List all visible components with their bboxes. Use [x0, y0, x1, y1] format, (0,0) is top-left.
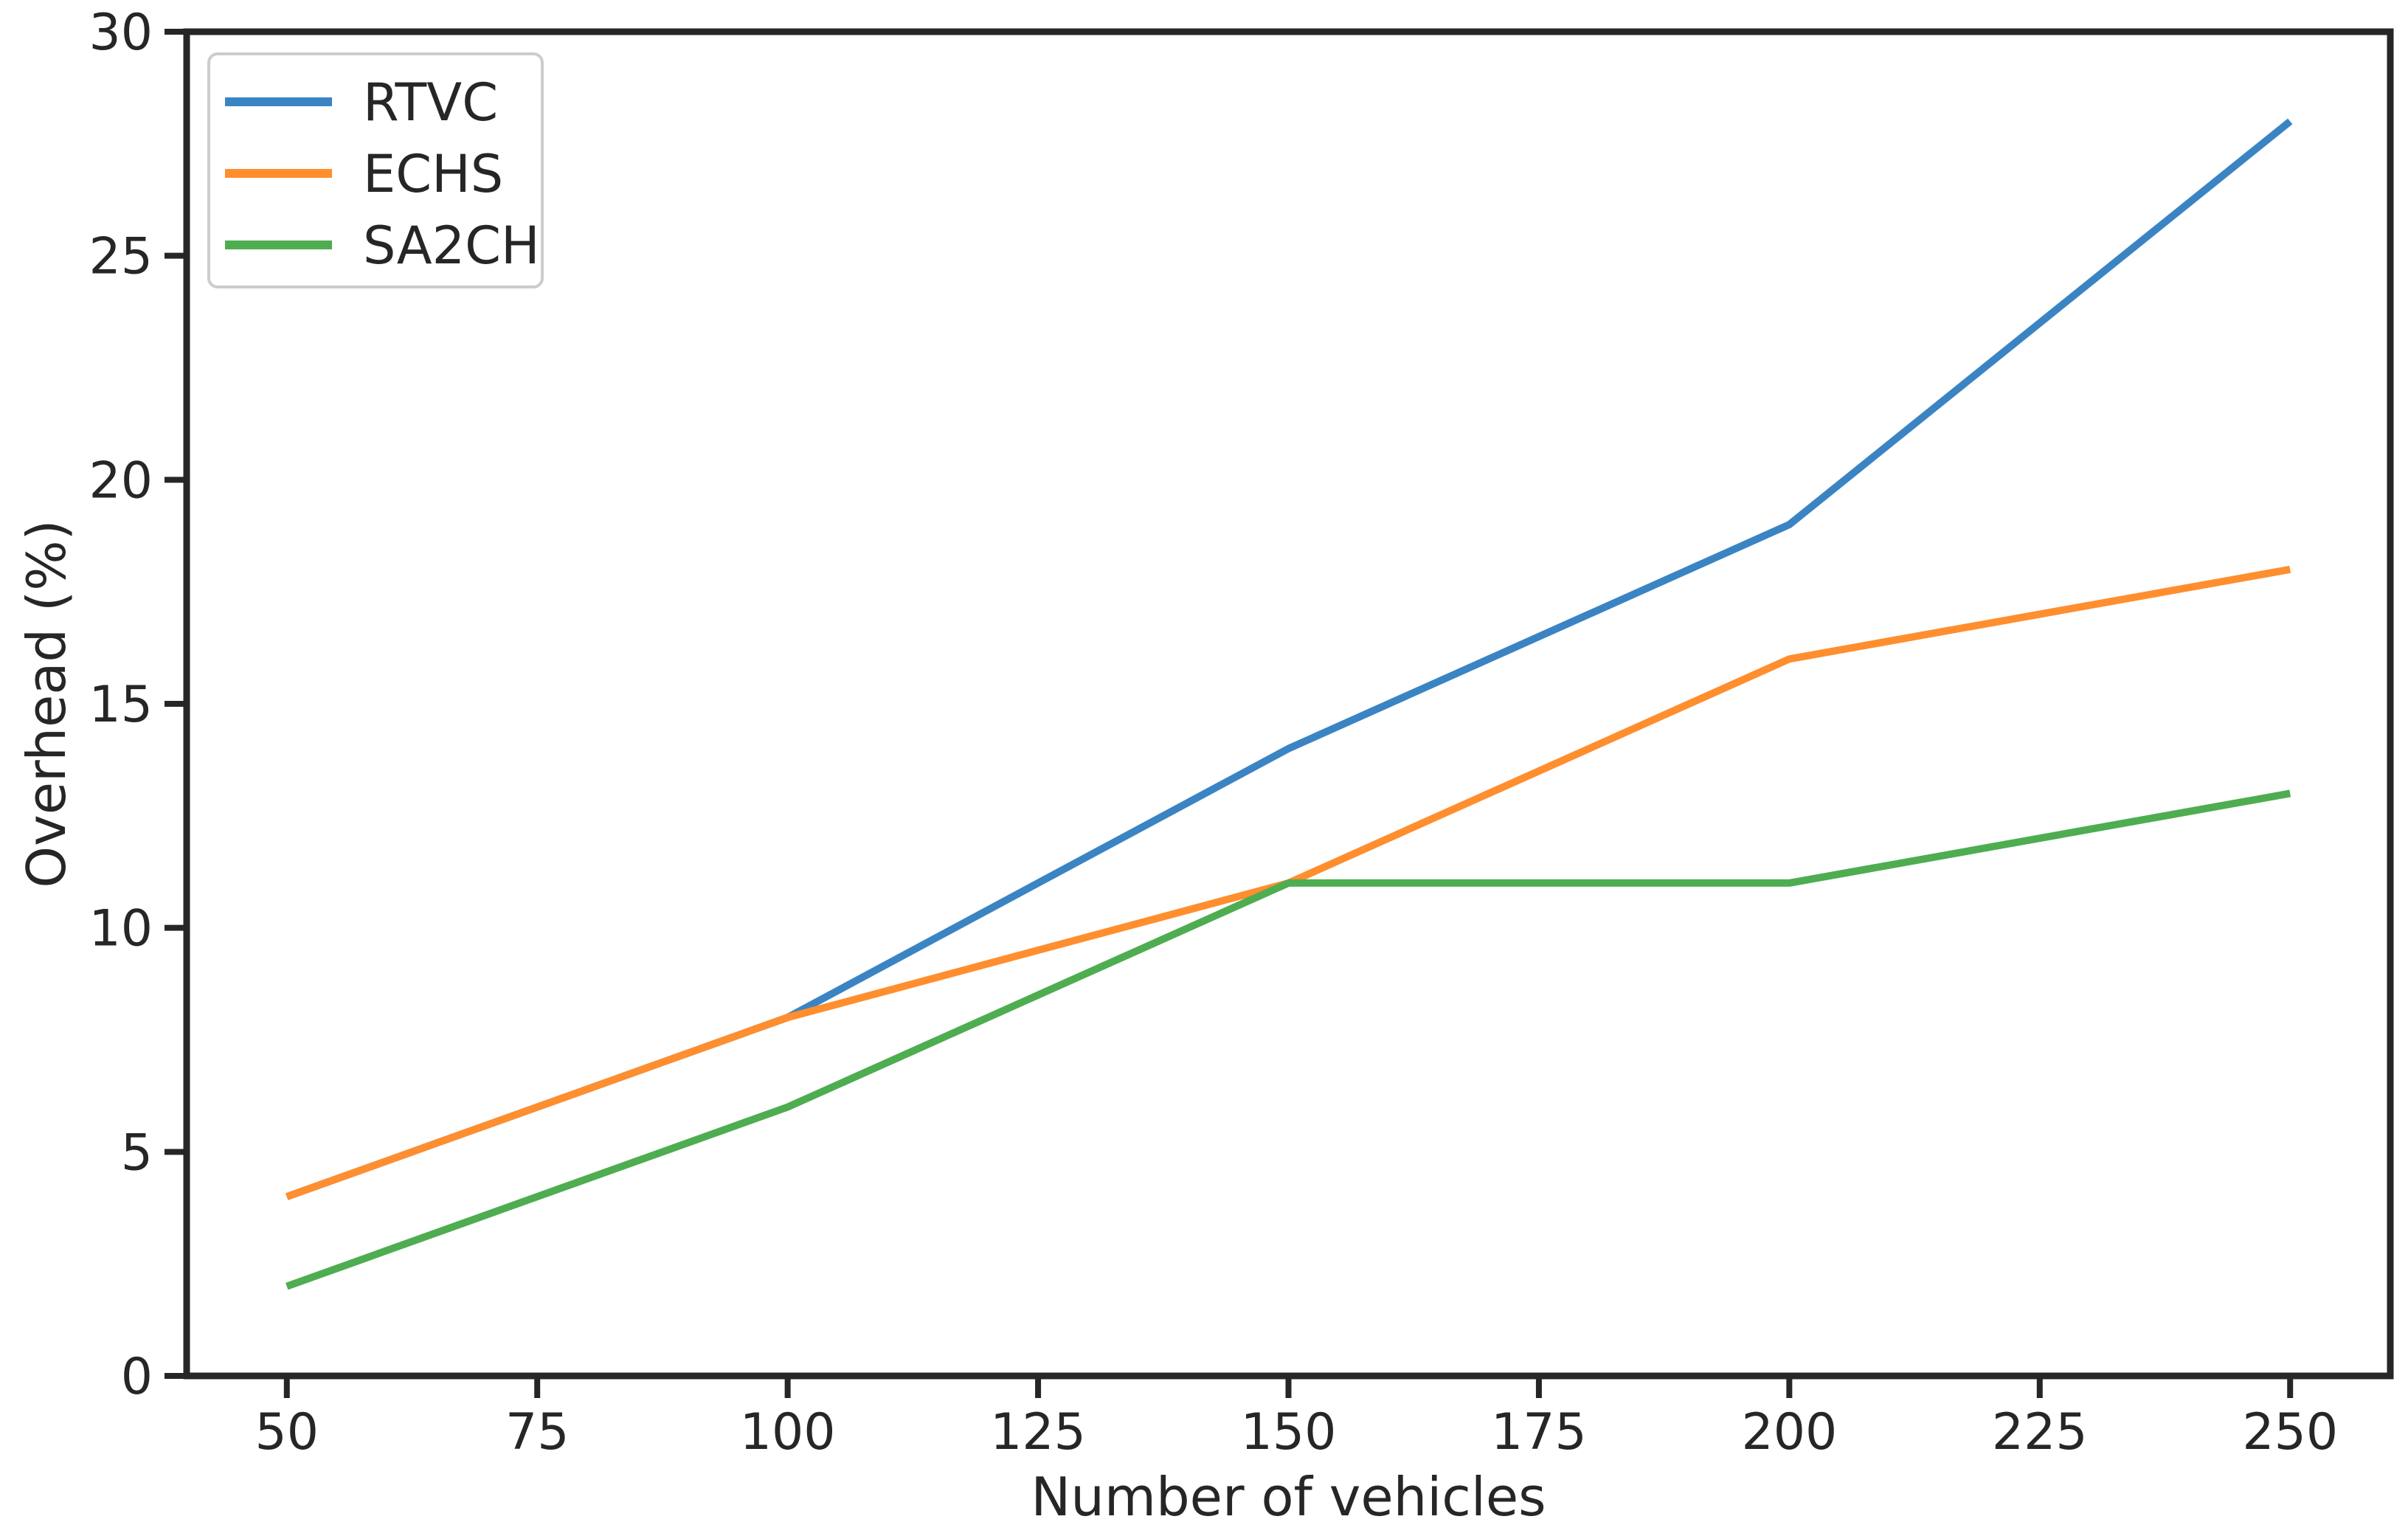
x-tick-label: 225	[1992, 1403, 2088, 1461]
y-tick-label: 10	[89, 900, 153, 958]
y-axis-label: Overhead (%)	[15, 519, 77, 888]
legend-box	[207, 52, 544, 288]
y-tick-label: 20	[89, 452, 153, 510]
y-tick-label: 25	[89, 228, 153, 286]
axes-frame	[183, 28, 2394, 1380]
y-tick-label: 0	[121, 1348, 153, 1406]
legend-label-rtvc: RTVC	[363, 72, 498, 133]
legend-label-echs: ECHS	[363, 144, 503, 204]
y-tick-label: 15	[89, 676, 153, 734]
x-tick-label: 50	[255, 1403, 319, 1461]
x-tick-label: 75	[505, 1403, 570, 1461]
legend-label-sa2ch: SA2CH	[363, 215, 540, 276]
series-line-sa2ch	[286, 789, 2291, 1290]
x-tick-label: 125	[990, 1403, 1086, 1461]
x-tick-label: 175	[1491, 1403, 1587, 1461]
x-tick-label: 200	[1741, 1403, 1837, 1461]
x-tick-label: 150	[1241, 1403, 1337, 1461]
x-axis-label: Number of vehicles	[1031, 1466, 1546, 1528]
x-tick-label: 250	[2242, 1403, 2338, 1461]
x-tick-label: 100	[740, 1403, 836, 1461]
y-tick-label: 5	[121, 1124, 153, 1182]
y-tick-label: 30	[89, 4, 153, 62]
